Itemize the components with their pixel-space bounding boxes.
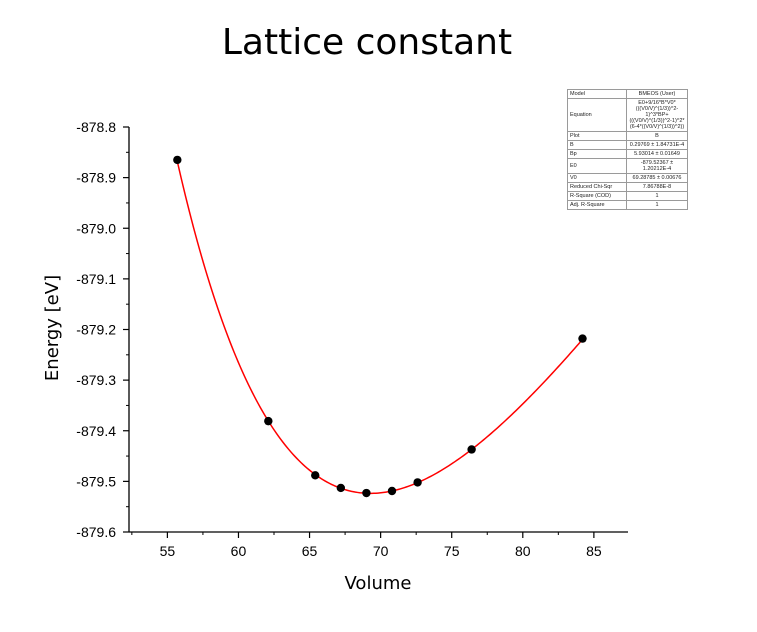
x-tick-label: 80	[515, 543, 531, 559]
fit-table-key: Bp	[567, 149, 627, 159]
fit-table-value: -879.52367 ± 1.20212E-4	[626, 158, 688, 174]
fit-table-value: 0.29769 ± 1.84731E-4	[626, 140, 688, 150]
fit-table-row: Bp 5.93014 ± 0.01649	[567, 149, 688, 159]
x-tick-label: 75	[444, 543, 460, 559]
y-tick-label: -879.0	[76, 220, 116, 236]
y-tick-label: -879.4	[76, 423, 116, 439]
fit-table-key: Adj. R-Square	[567, 200, 627, 210]
y-tick-label: -878.8	[76, 119, 116, 135]
data-points	[173, 155, 587, 498]
fit-table-key: B	[567, 140, 627, 150]
chart-title: Lattice constant	[222, 22, 512, 63]
fit-table-key: Equation	[567, 98, 627, 132]
fit-curve	[176, 161, 584, 495]
y-tick-label: -879.5	[76, 473, 116, 489]
data-point	[413, 478, 422, 487]
y-tick-label: -879.6	[76, 524, 116, 540]
fit-table-value: E0+9/16*B*V0*(((V0/V)^(1/3))^2-1)^3*BP+(…	[626, 98, 688, 132]
fit-table-value: 1	[626, 200, 688, 210]
fit-table-value: 7.86788E-8	[626, 182, 688, 192]
data-point	[362, 488, 371, 498]
y-axis-title: Energy [eV]	[42, 275, 63, 381]
fit-table-key: V0	[567, 173, 627, 183]
fit-table-key: Reduced Chi-Sqr	[567, 182, 627, 192]
data-point	[336, 483, 346, 493]
y-tick-label: -879.2	[76, 322, 116, 338]
y-ticks: -878.8 -878.9 -879.0 -879.1 -879.2 -879.3 -879…	[76, 119, 129, 540]
data-point	[173, 155, 182, 165]
y-tick-label: -879.1	[76, 271, 116, 287]
fit-table-row: V0 69.28785 ± 0.00676	[567, 173, 688, 183]
fit-table-row: Model BMEOS (User)	[567, 89, 688, 99]
fit-table-row: Adj. R-Square 1	[567, 200, 688, 210]
data-point	[264, 416, 273, 426]
x-tick-label: 55	[160, 543, 176, 559]
fit-table-row: Equation E0+9/16*B*V0*(((V0/V)^(1/3))^2-1…	[567, 98, 688, 132]
x-tick-label: 85	[586, 543, 602, 559]
fit-table-row: Plot B	[567, 131, 688, 141]
fit-table-key: Plot	[567, 131, 627, 141]
x-ticks: 55 60 65 70 75 80 85	[131, 532, 602, 559]
fit-table-value: BMEOS (User)	[626, 89, 688, 99]
x-tick-label: 60	[231, 543, 247, 559]
y-tick-label: -878.9	[76, 170, 116, 186]
fit-table-key: E0	[567, 158, 627, 174]
x-tick-label: 65	[302, 543, 318, 559]
data-point	[387, 486, 397, 496]
x-axis-title: Volume	[345, 573, 412, 594]
fit-table-key: R-Square (COD)	[567, 191, 627, 201]
fit-table-value: 5.93014 ± 0.01649	[626, 149, 688, 159]
fit-table-row: B 0.29769 ± 1.84731E-4	[567, 140, 688, 150]
fit-table-row: R-Square (COD) 1	[567, 191, 688, 201]
fit-table-row: Reduced Chi-Sqr 7.86788E-8	[567, 182, 688, 192]
data-point	[311, 471, 320, 480]
y-tick-label: -879.3	[76, 372, 116, 388]
data-point	[467, 445, 476, 454]
fit-table-value: B	[626, 131, 688, 141]
fit-results-table: Model BMEOS (User) Equation E0+9/16*B*V0*((…	[567, 89, 688, 210]
x-tick-label: 70	[373, 543, 389, 559]
fit-table-value: 1	[626, 191, 688, 201]
fit-table-row: E0 -879.52367 ± 1.20212E-4	[567, 158, 688, 174]
data-point	[578, 334, 587, 343]
fit-table-key: Model	[567, 89, 627, 99]
fit-table-value: 69.28785 ± 0.00676	[626, 173, 688, 183]
